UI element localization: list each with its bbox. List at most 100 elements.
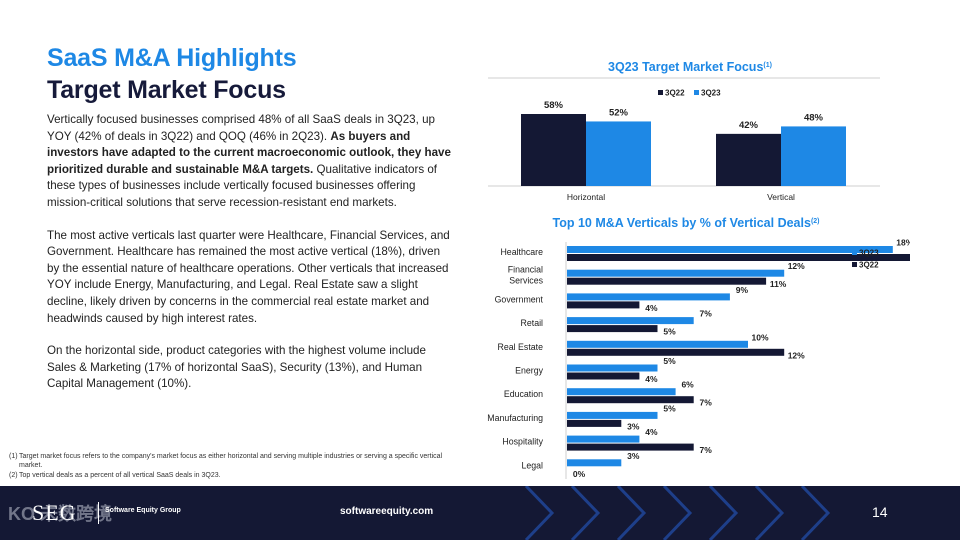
- data-label-hospitality-3Q22: 7%: [700, 445, 713, 455]
- y-tick-manufacturing: Manufacturing: [487, 413, 543, 423]
- bar-legal-3Q23: [567, 459, 622, 467]
- chevron-decor-icon: [754, 486, 785, 540]
- chevron-decor-icon: [708, 486, 739, 540]
- footnote-2: (2) Top vertical deals as a percent of a…: [9, 471, 459, 480]
- legend-swatch-3Q23: [694, 90, 699, 95]
- footer-url[interactable]: softwareequity.com: [340, 506, 434, 517]
- x-tick-horizontal: Horizontal: [567, 192, 605, 202]
- body-text: Vertically focused businesses comprised …: [47, 112, 452, 409]
- data-label-legal-3Q22: 0%: [573, 469, 586, 479]
- chevron-decor-icon: [570, 486, 601, 540]
- bar-hospitality-3Q22: [567, 443, 694, 451]
- chart-title: Top 10 M&A Verticals by % of Vertical De…: [553, 216, 820, 230]
- data-label-horizontal-3Q22: 58%: [544, 100, 564, 111]
- bar-education-3Q23: [567, 388, 676, 396]
- y-tick-real-estate: Real Estate: [498, 342, 544, 352]
- paragraph-1-text-c: Qualitative indicators of these types of…: [47, 162, 438, 209]
- data-label-energy-3Q23: 5%: [663, 356, 676, 366]
- y-tick-education: Education: [504, 389, 543, 399]
- data-label-financial-services-3Q22: 11%: [770, 279, 787, 289]
- data-label-horizontal-3Q23: 52%: [609, 107, 629, 118]
- footnote-1-text: Target market focus refers to the compan…: [19, 453, 443, 470]
- legend-label-3Q23: 3Q23: [859, 249, 879, 258]
- data-label-financial-services-3Q23: 12%: [788, 261, 805, 271]
- chart-title-sup: (2): [811, 218, 820, 225]
- y-tick-financial-services-2: Services: [509, 276, 543, 286]
- data-label-manufacturing-3Q23: 5%: [663, 403, 676, 413]
- company-name: Software Equity Group: [105, 507, 181, 514]
- data-label-vertical-3Q22: 42%: [739, 120, 759, 131]
- top-verticals-chart: Top 10 M&A Verticals by % of Vertical De…: [487, 216, 910, 479]
- legend-swatch-3Q22: [852, 262, 857, 267]
- bar-horizontal-3Q23: [586, 121, 651, 186]
- y-tick-healthcare: Healthcare: [500, 247, 543, 257]
- y-tick-energy: Energy: [515, 366, 543, 376]
- chevron-decor-icon: [616, 486, 647, 540]
- chevron-decor-icon: [662, 486, 693, 540]
- chart-title: 3Q23 Target Market Focus(1): [608, 60, 772, 74]
- legend-label-3Q22: 3Q22: [859, 261, 879, 270]
- footnote-2-num: (2): [9, 471, 18, 479]
- legend-label-3Q23: 3Q23: [701, 89, 721, 98]
- paragraph-1-text-a: Vertically focused businesses comprised …: [47, 113, 435, 143]
- paragraph-3: On the horizontal side, product categori…: [47, 344, 426, 391]
- bar-hospitality-3Q23: [567, 435, 640, 443]
- y-tick-hospitality: Hospitality: [502, 437, 543, 447]
- chevron-decor-icon: [524, 486, 555, 540]
- logo-divider: [98, 502, 99, 524]
- bar-vertical-3Q23: [781, 126, 846, 186]
- legend-label-3Q22: 3Q22: [665, 89, 685, 98]
- footnote-2-text: Top vertical deals as a percent of all v…: [19, 471, 221, 479]
- bar-healthcare-3Q22: [567, 254, 910, 261]
- data-label-government-3Q23: 9%: [736, 285, 749, 295]
- page-title-line2: Target Market Focus: [47, 76, 286, 104]
- bar-government-3Q23: [567, 293, 730, 301]
- bar-manufacturing-3Q23: [567, 411, 658, 419]
- bar-horizontal-3Q22: [521, 114, 586, 186]
- legend-swatch-3Q22: [658, 90, 663, 95]
- y-tick-financial-services-1: Financial: [508, 265, 543, 275]
- data-label-vertical-3Q23: 48%: [804, 112, 824, 123]
- chevron-decor-icon: [800, 486, 831, 540]
- legend-swatch-3Q23: [852, 250, 857, 255]
- seg-logo: SEG: [32, 500, 77, 525]
- data-label-energy-3Q22: 4%: [645, 374, 658, 384]
- data-label-government-3Q22: 4%: [645, 303, 658, 313]
- bar-real-estate-3Q22: [567, 348, 785, 356]
- bar-financial-services-3Q23: [567, 269, 785, 277]
- footer-bar: KO 未数跨境 SEG Software Equity Group softwa…: [0, 486, 960, 540]
- data-label-retail-3Q22: 5%: [663, 327, 676, 337]
- data-label-retail-3Q23: 7%: [700, 309, 713, 319]
- data-label-real-estate-3Q23: 10%: [751, 332, 768, 342]
- bar-manufacturing-3Q22: [567, 419, 622, 427]
- footnote-1: (1) Target market focus refers to the co…: [9, 452, 459, 471]
- bar-real-estate-3Q23: [567, 340, 748, 348]
- paragraph-1: Vertically focused businesses comprised …: [47, 112, 452, 212]
- bar-government-3Q22: [567, 301, 640, 309]
- chart-title-sup: (1): [763, 62, 772, 69]
- bar-energy-3Q22: [567, 372, 640, 380]
- footnotes: (1) Target market focus refers to the co…: [9, 452, 459, 480]
- data-label-manufacturing-3Q22: 3%: [627, 421, 640, 431]
- data-label-real-estate-3Q22: 12%: [788, 350, 805, 360]
- y-tick-legal: Legal: [521, 460, 543, 470]
- bar-financial-services-3Q22: [567, 277, 767, 285]
- bar-healthcare-3Q23: [567, 246, 893, 253]
- bar-retail-3Q23: [567, 317, 694, 325]
- bar-vertical-3Q22: [716, 133, 781, 186]
- bar-energy-3Q23: [567, 364, 658, 372]
- paragraph-1-bold: As buyers and investors have adapted to …: [47, 129, 451, 176]
- x-tick-vertical: Vertical: [767, 192, 795, 202]
- bar-retail-3Q22: [567, 325, 658, 333]
- y-tick-retail: Retail: [521, 318, 544, 328]
- footnote-1-num: (1): [9, 453, 18, 460]
- paragraph-2: The most active verticals last quarter w…: [47, 228, 450, 325]
- target-market-focus-chart: 3Q23 Target Market Focus(1) 3Q22 3Q23 58% 52…: [488, 60, 880, 202]
- y-tick-government: Government: [495, 294, 544, 304]
- watermark: KO 未数跨境: [8, 504, 113, 524]
- bar-education-3Q22: [567, 396, 694, 404]
- data-label-hospitality-3Q23: 4%: [645, 427, 658, 437]
- data-label-education-3Q22: 7%: [700, 398, 713, 408]
- data-label-legal-3Q23: 3%: [627, 451, 640, 461]
- data-label-education-3Q23: 6%: [681, 380, 694, 390]
